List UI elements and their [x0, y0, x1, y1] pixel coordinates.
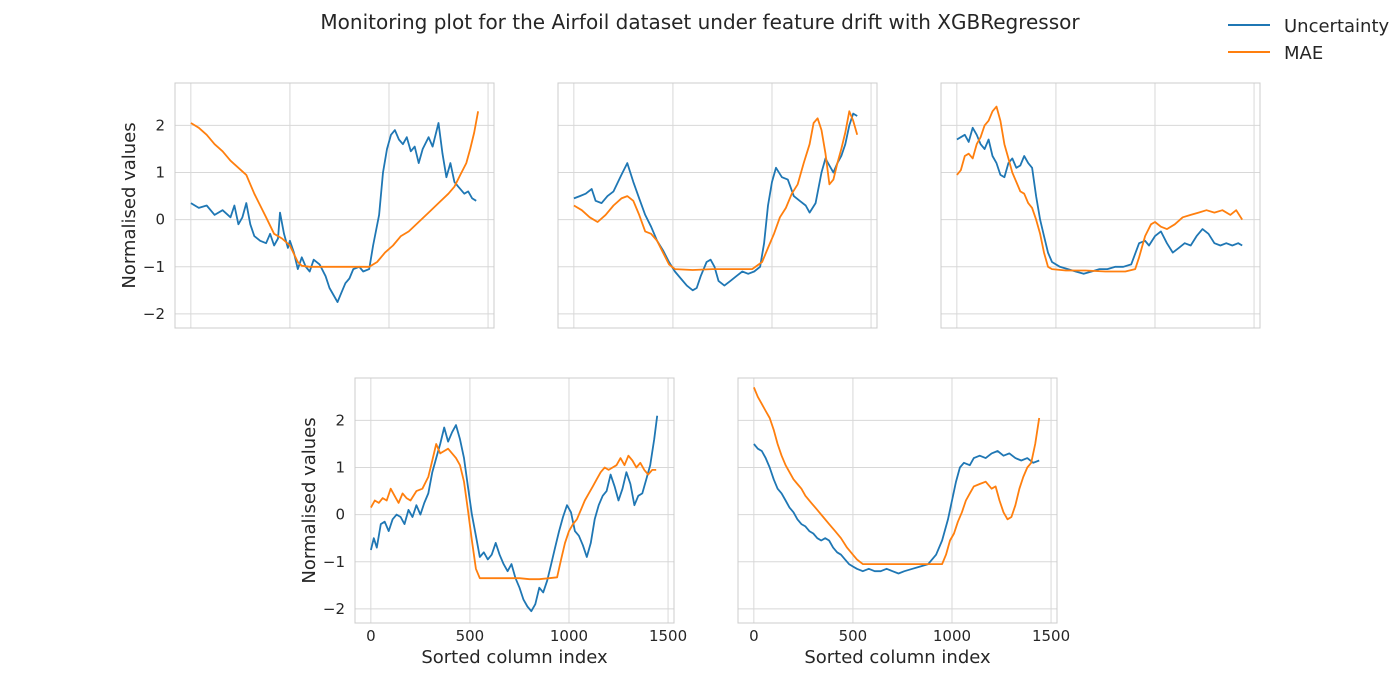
subplot-top-right: [940, 82, 1261, 329]
y-axis-label: Normalised values: [119, 122, 140, 288]
y-tick-label: 2: [155, 116, 165, 134]
y-axis-label: Normalised values: [299, 417, 320, 583]
series-line-uncertainty: [753, 443, 1040, 575]
series-line-uncertainty: [573, 112, 858, 292]
x-tick-label: 500: [456, 627, 485, 645]
legend-label-mae: MAE: [1284, 43, 1323, 64]
x-tick-label: 1500: [649, 627, 687, 645]
subplot-top-middle: [557, 82, 878, 329]
series-line-uncertainty: [956, 126, 1243, 275]
x-axis-label: Sorted column index: [421, 647, 608, 668]
subplot-top-left: −2 −1 0 1 2 Normalised values: [119, 82, 495, 329]
figure-title: Monitoring plot for the Airfoil dataset …: [320, 10, 1080, 34]
y-tick-label: −1: [323, 553, 345, 571]
x-tick-label: 0: [749, 627, 759, 645]
x-axis-label: Sorted column index: [804, 647, 991, 668]
x-tick-label: 1500: [1032, 627, 1070, 645]
subplot-bottom-right: 0 500 1000 1500 Sorted column index: [737, 377, 1070, 668]
gridlines: [558, 83, 877, 328]
y-tick-label: −2: [143, 305, 165, 323]
y-tick-label: 0: [155, 211, 165, 229]
y-tick-label: 0: [335, 506, 345, 524]
axes-frame: [737, 377, 1058, 624]
x-tick-label: 0: [366, 627, 376, 645]
series-line-mae: [753, 387, 1041, 565]
series-line-mae: [573, 110, 859, 271]
gridlines: [175, 83, 494, 328]
axes-frame: [354, 377, 675, 624]
y-tick-label: 1: [335, 459, 345, 477]
x-tick-label: 1000: [933, 627, 971, 645]
series-line-mae: [370, 443, 657, 581]
x-tick-label: 1000: [550, 627, 588, 645]
y-tick-label: −1: [143, 258, 165, 276]
series-line-uncertainty: [190, 122, 477, 303]
axes-frame: [940, 82, 1261, 329]
series-line-mae: [956, 105, 1243, 273]
axes-frame: [174, 82, 495, 329]
x-tick-label: 500: [839, 627, 868, 645]
axes-frame: [557, 82, 878, 329]
legend-label-uncertainty: Uncertainty: [1284, 16, 1390, 37]
gridlines: [941, 83, 1260, 328]
y-tick-label: −2: [323, 600, 345, 618]
series-line-mae: [190, 111, 479, 268]
subplot-bottom-left: 0 500 1000 1500 −2 −1 0 1 2 Normalised values Sort…: [299, 377, 687, 668]
y-tick-label: 1: [155, 164, 165, 182]
legend: Uncertainty MAE: [1228, 16, 1390, 64]
y-tick-label: 2: [335, 411, 345, 429]
series-line-uncertainty: [370, 415, 659, 613]
gridlines: [355, 378, 674, 623]
